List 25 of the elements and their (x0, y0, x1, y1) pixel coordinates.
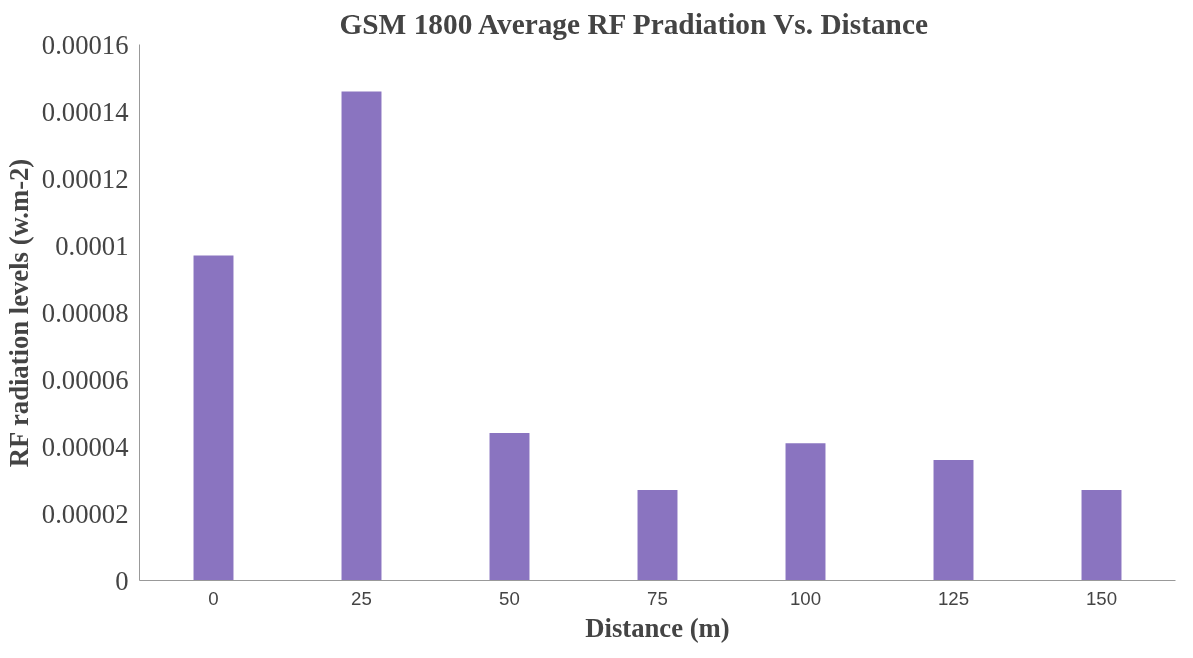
x-tick-label: 125 (937, 587, 970, 609)
x-axis-title: Distance (m) (585, 612, 730, 643)
y-tick-label: 0.00012 (41, 163, 129, 194)
bar (489, 433, 530, 581)
y-tick-label: 0.00006 (41, 364, 129, 395)
bar (1081, 490, 1122, 581)
bar (785, 443, 826, 581)
x-tick-label: 100 (789, 587, 822, 609)
y-tick-label: 0.00014 (41, 96, 129, 127)
x-tick-label: 0 (208, 587, 219, 609)
bar (341, 91, 382, 581)
y-tick-label: 0.00002 (41, 498, 129, 529)
x-tick-label: 50 (499, 587, 520, 609)
y-tick-label: 0.00008 (41, 297, 129, 328)
y-tick-label: 0.00016 (41, 29, 129, 60)
y-tick-label: 0.0001 (55, 230, 129, 261)
bar (637, 490, 678, 581)
chart-title: GSM 1800 Average RF Pradiation Vs. Distance (339, 7, 928, 40)
bar (193, 255, 234, 581)
x-tick-label: 75 (647, 587, 668, 609)
bar (933, 459, 974, 581)
y-tick-label: 0.00004 (41, 431, 129, 462)
x-tick-label: 25 (351, 587, 372, 609)
x-tick-label: 150 (1085, 587, 1118, 609)
y-axis-title: RF radiation levels (w.m-2) (3, 158, 34, 468)
